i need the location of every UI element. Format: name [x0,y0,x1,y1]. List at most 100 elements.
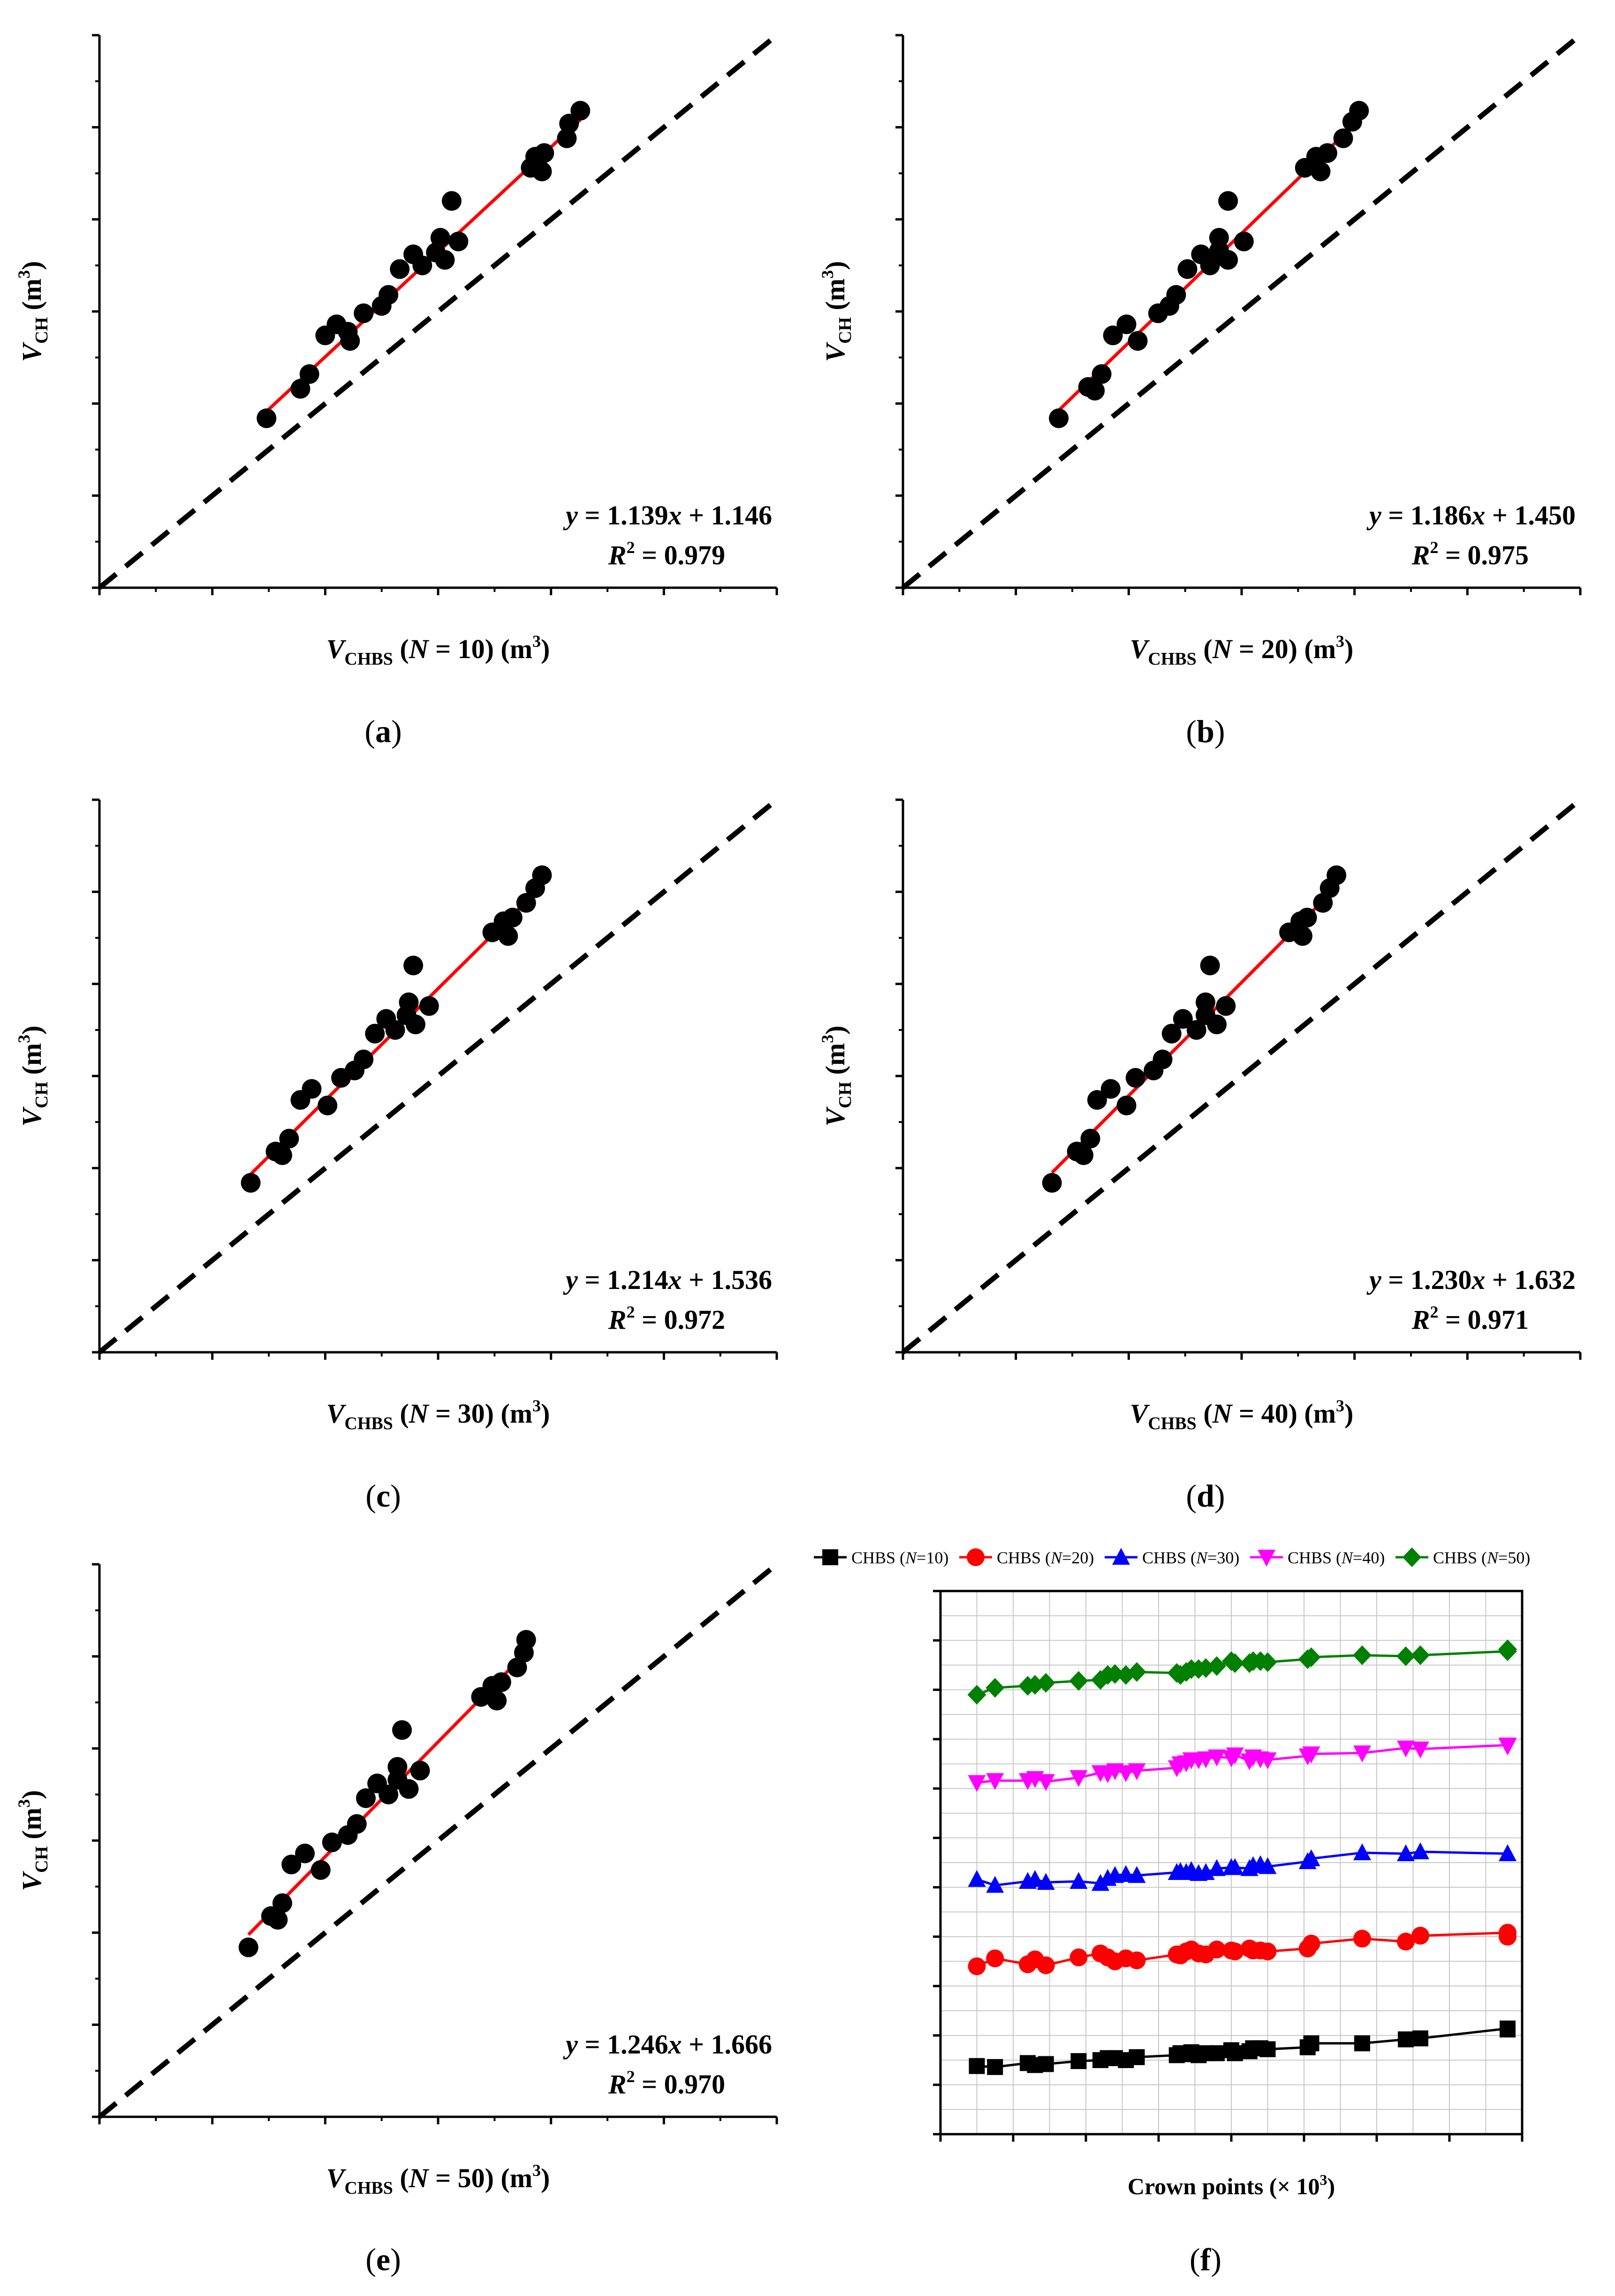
yl-mid: (m [16,1043,47,1082]
legend-item: CHBS (N=40) [1250,1548,1385,1567]
eq-intercept: 1.666 [711,2029,773,2060]
xl-sup: 3 [532,632,541,651]
xl-sub: CHBS [344,2178,393,2198]
marker-square [822,1549,838,1565]
marker-circle [1037,1956,1055,1974]
x-axis-label: VCHBS (N = 10) (m3) [326,632,550,669]
data-point [241,1173,261,1193]
yl-close: ) [820,261,850,270]
eq-x: x [667,500,682,530]
data-point [1116,1095,1137,1115]
tag-letter: e [376,2242,390,2277]
r2-sup: 2 [1430,1303,1438,1321]
marker-circle [1397,1932,1415,1951]
y-axis-label: VCH (m3) [15,1790,52,1891]
marker-triangle-up [1026,1870,1044,1887]
r2-r: R [1411,1304,1430,1335]
yl-mid: (m [820,279,850,317]
yl-close: ) [16,1025,47,1034]
data-point [1173,1009,1193,1029]
marker-triangle-up [1499,1844,1516,1862]
data-point [1128,331,1148,351]
eq-y: y [1366,500,1381,530]
r2-r: R [608,2069,627,2099]
legend-prefix: CHBS ( [851,1548,905,1567]
data-point [405,1015,425,1035]
tag-close: ) [390,1478,401,1514]
marker-triangle-down [1128,1763,1146,1781]
marker-circle [986,1949,1004,1968]
identity-line [98,797,779,1355]
yl-mid: (m [16,279,47,317]
marker-triangle-down [1226,1747,1244,1765]
xl-main: Crown points (× 10 [1128,2173,1320,2199]
data-point [1100,1079,1121,1099]
data-point [1297,908,1317,928]
series-4 [968,1737,1516,1792]
marker-circle [1499,1927,1516,1946]
eq-intercept: 1.450 [1515,500,1576,530]
yl-sub: CH [32,1846,52,1873]
data-point [1085,380,1105,401]
marker-triangle-down [1397,1740,1415,1758]
data-point [516,893,536,913]
eq-plus: + [682,1265,711,1295]
marker-square [1412,2030,1428,2046]
marker-square [987,2059,1003,2075]
x-axis-label: VCHBS (N = 20) (m3) [1130,632,1354,669]
eq-plus: + [1485,500,1514,530]
xl-v: V [1130,634,1150,664]
marker-circle [1069,1948,1088,1967]
marker-diamond [967,1685,986,1705]
marker-diamond [1258,1652,1277,1672]
data-point [1349,100,1369,121]
eq-y: y [563,1265,578,1295]
marker-triangle-up [1226,1858,1244,1875]
tag-letter: b [1197,713,1214,749]
data-point [1195,992,1215,1012]
marker-triangle-up [1069,1872,1088,1889]
data-point [419,996,439,1016]
xl-n: N [409,2163,430,2193]
data-point [1317,143,1337,163]
data-point [390,259,410,279]
data-point [1116,314,1137,334]
xl-v: V [1130,1398,1150,1429]
r2-equals: = [635,2069,664,2099]
marker-triangle-down [968,1775,986,1792]
legend-item: CHBS (N=20) [959,1548,1094,1567]
marker-diamond [1127,1662,1146,1682]
xl-sub: CHBS [1148,1414,1196,1433]
tag-letter: a [375,713,391,749]
data-point [410,1760,430,1781]
regression-equation: y = 1.214x + 1.536 [563,1265,772,1295]
r2-equals: = [635,540,664,570]
tag-letter: d [1197,1478,1214,1514]
line-panel-f: Crown points (× 103)CHBS (N=10) CHBS (N=2… [814,1547,1530,2199]
marker-diamond [1353,1645,1372,1665]
data-point [302,1079,322,1099]
data-point [1292,926,1312,946]
data-point [311,1860,331,1880]
xl-close: ) [1344,1398,1353,1429]
data-point [487,1690,507,1711]
xl-close: ) [1327,2173,1335,2199]
data-point [1311,161,1331,182]
marker-circle [1411,1926,1429,1945]
xl-sub: CHBS [1148,649,1196,669]
marker-triangle-up [1128,1866,1146,1883]
eq-slope: 1.246 [607,2029,668,2060]
marker-triangle-down [1353,1745,1371,1763]
data-point [399,1779,419,1799]
data-point [354,1049,374,1069]
eq-y: y [1366,1265,1381,1295]
panel-tag: (d) [1186,1478,1225,1514]
identity-line [98,1562,779,2119]
marker-diamond [1302,1647,1321,1667]
data-point [559,114,579,134]
data-point [399,992,419,1012]
eq-plus: + [682,2029,711,2060]
marker-square [1129,2049,1145,2065]
